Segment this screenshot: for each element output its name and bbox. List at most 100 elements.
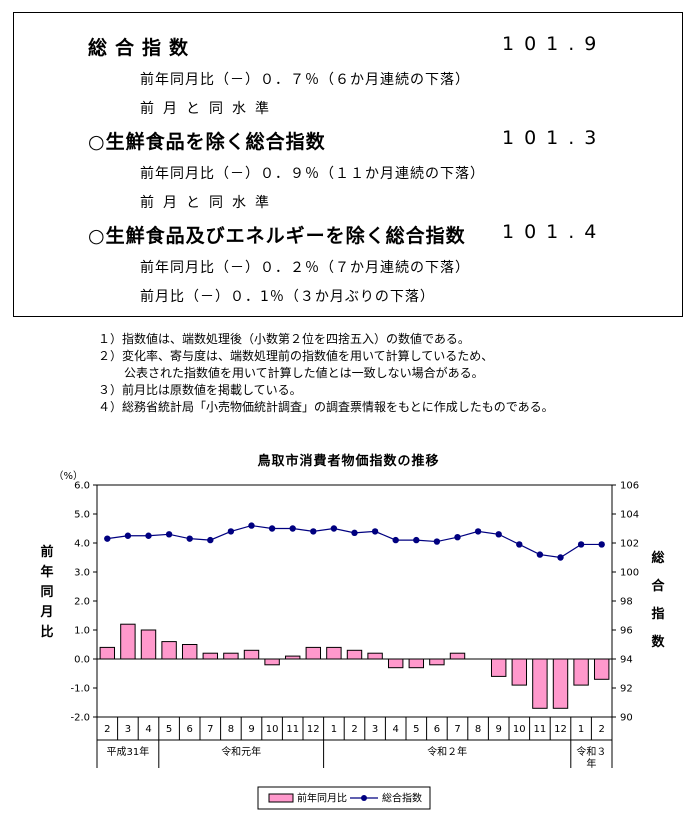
total-index-mom: 前月と同水準	[140, 101, 278, 117]
category-label: 11	[286, 724, 299, 735]
right-tick-label: 106	[620, 481, 639, 492]
core-index-yoy: 前年同月比（－）０．９％（１１か月連続の下落）	[140, 166, 485, 182]
category-label: 5	[413, 724, 419, 735]
left-tick-label: 4.0	[74, 539, 90, 550]
category-label: 9	[496, 724, 502, 735]
bar	[408, 658, 425, 669]
right-axis-title-char: 総	[651, 550, 664, 566]
index-point	[289, 525, 296, 532]
total-index-label: 総合指数	[88, 37, 197, 59]
legend-bar-swatch	[268, 793, 294, 803]
index-point	[330, 525, 338, 532]
bar	[202, 652, 219, 660]
note-2: ２）変化率、寄与度は、端数処理前の指数値を用いて計算しているため、	[98, 349, 494, 363]
summary-box: 総合指数 101.9 前年同月比（－）０．７％（６か月連続の下落） 前月と同水準…	[13, 12, 683, 317]
index-point	[207, 536, 214, 544]
left-tick-label: 6.0	[74, 481, 90, 492]
category-label: 2	[104, 724, 110, 735]
note-2-cont: 公表された指数値を用いて計算した値とは一致しない場合がある。	[124, 366, 484, 380]
index-point	[124, 532, 132, 539]
bar	[326, 646, 342, 660]
category-label: 10	[513, 724, 526, 735]
left-tick-label: 5.0	[74, 510, 90, 521]
bar	[120, 623, 136, 660]
bar	[429, 658, 445, 666]
category-label: 12	[554, 724, 567, 735]
left-tick-label: 3.0	[74, 568, 90, 579]
bar	[181, 644, 198, 660]
right-tick-label: 102	[620, 539, 639, 550]
right-tick-label: 100	[620, 568, 639, 579]
category-label: 6	[187, 724, 193, 735]
core-core-index-value: 101.4	[502, 221, 607, 243]
category-label: 6	[434, 724, 440, 735]
left-tick-label: 1.0	[74, 626, 90, 637]
note-1: １）指数値は、端数処理後（小数第２位を四捨五入）の数値である。	[98, 332, 470, 346]
right-tick-label: 98	[620, 597, 633, 608]
index-point	[227, 528, 235, 535]
notes: １）指数値は、端数処理後（小数第２位を四捨五入）の数値である。 ２）変化率、寄与…	[98, 331, 554, 416]
right-axis-title-char: 合	[651, 578, 665, 594]
category-label: 8	[228, 724, 234, 735]
right-tick-label: 94	[620, 655, 633, 666]
category-label: 10	[266, 724, 279, 735]
left-axis-title-char: 前	[40, 544, 53, 560]
category-label: 4	[145, 724, 151, 735]
right-tick-label: 96	[620, 626, 633, 637]
category-label: 1	[331, 724, 337, 735]
category-label: 3	[372, 724, 378, 735]
category-label: 7	[454, 724, 460, 735]
total-index-yoy: 前年同月比（－）０．７％（６か月連続の下落）	[140, 72, 470, 88]
index-point	[536, 551, 544, 558]
right-tick-label: 104	[620, 510, 639, 521]
left-axis-title-char: 比	[40, 624, 53, 640]
category-label: 5	[166, 724, 172, 735]
index-point	[495, 531, 502, 538]
index-point	[516, 541, 523, 548]
right-axis-title-char: 指	[651, 606, 664, 622]
bar	[140, 629, 157, 660]
core-core-index-mom: 前月比（－）０．1％（３か月ぶりの下落）	[140, 289, 435, 305]
right-axis-title-char: 数	[651, 634, 665, 650]
right-tick-label: 92	[620, 684, 633, 695]
left-tick-label: -1.0	[70, 684, 90, 695]
index-point	[433, 538, 441, 545]
year-group-label: 令和２年	[427, 745, 467, 758]
bar	[573, 658, 589, 686]
core-index-label: ○生鮮食品を除く総合指数	[88, 131, 326, 153]
left-unit-label: （%）	[53, 470, 83, 482]
index-point	[392, 536, 399, 544]
index-point	[248, 522, 255, 529]
bar	[284, 655, 301, 660]
bar	[346, 649, 363, 660]
category-label: 7	[207, 724, 213, 735]
category-label: 1	[578, 724, 584, 735]
index-point	[413, 536, 420, 544]
index-point	[598, 541, 605, 548]
bar	[387, 658, 404, 669]
right-tick-label: 90	[620, 713, 633, 724]
note-4: ４）総務省統計局「小売物価統計調査」の調査票情報をもとに作成したものである。	[98, 400, 554, 414]
bar	[99, 646, 116, 660]
year-group-label: 平成31年	[107, 745, 150, 758]
category-label: 4	[393, 724, 399, 735]
core-index-mom: 前月と同水準	[140, 195, 278, 211]
legend-line-label: 総合指数	[382, 792, 422, 805]
category-label: 2	[599, 724, 605, 735]
index-point	[474, 528, 482, 535]
index-point	[165, 531, 173, 538]
bar	[305, 646, 322, 660]
bar	[490, 658, 507, 677]
index-point	[145, 532, 152, 539]
category-label: 12	[307, 724, 320, 735]
bar	[161, 641, 177, 660]
index-point	[351, 529, 358, 537]
note-3: ３）前月比は原数値を掲載している。	[98, 383, 302, 397]
bar	[223, 652, 239, 660]
bar	[264, 658, 280, 666]
bar	[552, 658, 569, 709]
bar	[532, 658, 548, 709]
year-group-label: 令和元年	[221, 745, 261, 758]
index-point	[454, 534, 461, 541]
